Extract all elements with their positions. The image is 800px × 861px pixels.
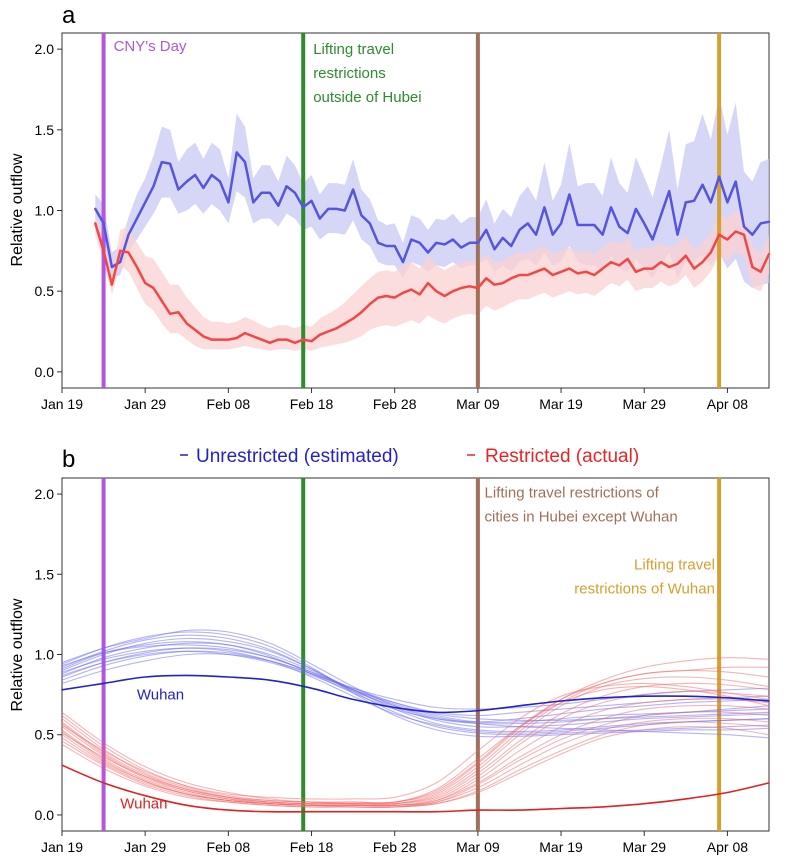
y-tick-label-b-0: 0.0 (35, 807, 55, 823)
band-unrestricted (95, 95, 770, 289)
x-tick-label-b-1: Jan 29 (124, 839, 166, 855)
x-tick-label-a-6: Mar 19 (539, 396, 583, 412)
x-tick-label-b-8: Apr 08 (707, 839, 748, 855)
series-line-a-unrestricted-estimated (94, 151, 771, 269)
panel-letter-b: b (62, 446, 75, 473)
y-tick-label-a-2: 1.0 (35, 203, 55, 219)
x-tick-label-b-2: Feb 08 (207, 839, 251, 855)
lift-wuhan-annotation: Lifting travel restrictions of Wuhan (574, 556, 715, 597)
x-tick-label-b-0: Jan 19 (41, 839, 83, 855)
panel-b-legend: Unrestricted (estimated) Restricted (act… (180, 446, 639, 467)
panel-letter-a: a (62, 2, 76, 29)
x-tick-label-b-7: Mar 29 (622, 839, 666, 855)
y-tick-label-b-3: 1.5 (35, 566, 55, 582)
series-line-b-city-4 (61, 637, 770, 733)
panel-b: b Relative outflow Unrestricted (estimat… (9, 446, 770, 855)
lift-hubei-cities-annotation: Lifting travel restrictions of cities in … (485, 484, 678, 525)
series-line-b-city-25 (61, 682, 770, 800)
panel-a-ylabel: Relative outflow (9, 153, 26, 266)
panel-a-annotations: CNY's Day Lifting travel restrictions outsi… (114, 38, 422, 106)
x-tick-label-a-3: Feb 18 (290, 396, 334, 412)
x-tick-label-b-4: Feb 28 (373, 839, 417, 855)
x-tick-label-a-4: Feb 28 (373, 396, 417, 412)
y-tick-label-a-4: 2.0 (35, 41, 55, 57)
lift-outside-hubei-annotation: Lifting travel restrictions outside of Hub… (313, 41, 421, 106)
x-tick-label-a-1: Jan 29 (124, 396, 166, 412)
series-line-b-city-26 (61, 686, 770, 804)
legend-unrestricted-label: Unrestricted (estimated) (196, 446, 399, 467)
panel-a: a Relative outflow 0.0 0.5 1.0 1.5 2.0 Jan 19… (9, 2, 771, 412)
y-tick-label-a-3: 1.5 (35, 122, 55, 138)
legend-restricted-label: Restricted (actual) (485, 446, 639, 467)
series-line-b-wuhan-restricted (61, 764, 770, 813)
panel-b-lines (61, 629, 770, 813)
series-line-a-restricted-actual (94, 222, 771, 345)
band-restricted (95, 210, 770, 351)
y-tick-label-b-1: 0.5 (35, 727, 55, 743)
x-tick-label-a-2: Feb 08 (207, 396, 251, 412)
x-tick-label-b-3: Feb 18 (290, 839, 334, 855)
wuhan-unrestricted-label: Wuhan (137, 686, 184, 703)
x-tick-label-a-8: Apr 08 (707, 396, 748, 412)
panel-a-axes: 0.0 0.5 1.0 1.5 2.0 Jan 19 Jan 29 Feb 08 Feb 18 F… (35, 41, 749, 412)
x-tick-label-a-5: Mar 09 (456, 396, 500, 412)
y-tick-label-a-0: 0.0 (35, 364, 55, 380)
series-line-b-city-2 (61, 647, 770, 724)
x-tick-label-a-0: Jan 19 (41, 396, 83, 412)
series-line-b-city-24 (61, 726, 770, 808)
series-line-b-city-11 (61, 644, 770, 722)
panel-b-events (101, 478, 722, 831)
panel-a-lines (94, 151, 771, 345)
series-line-b-wuhan-unrestricted (61, 674, 770, 714)
y-tick-label-b-2: 1.0 (35, 647, 55, 663)
panel-b-axes: 0.0 0.5 1.0 1.5 2.0 Jan 19 Jan 29 Feb 08 Feb 18 F… (35, 486, 749, 855)
series-line-b-city-23 (61, 721, 770, 808)
panel-b-frame (61, 477, 770, 832)
series-line-b-city-12 (61, 650, 770, 739)
wuhan-restricted-label: Wuhan (120, 796, 167, 813)
cny-annotation: CNY's Day (114, 38, 187, 55)
series-line-b-city-8 (61, 641, 770, 723)
panel-a-events (101, 33, 722, 388)
panel-b-annotations: Lifting travel restrictions of cities in … (120, 484, 715, 812)
panel-a-bands (95, 95, 770, 351)
y-tick-label-a-1: 0.5 (35, 283, 55, 299)
y-tick-label-b-4: 2.0 (35, 486, 55, 502)
x-tick-label-b-5: Mar 09 (456, 839, 500, 855)
series-line-b-city-22 (61, 717, 770, 808)
x-tick-label-b-6: Mar 19 (539, 839, 583, 855)
panel-b-ylabel: Relative outflow (9, 598, 26, 711)
x-tick-label-a-7: Mar 29 (622, 396, 666, 412)
